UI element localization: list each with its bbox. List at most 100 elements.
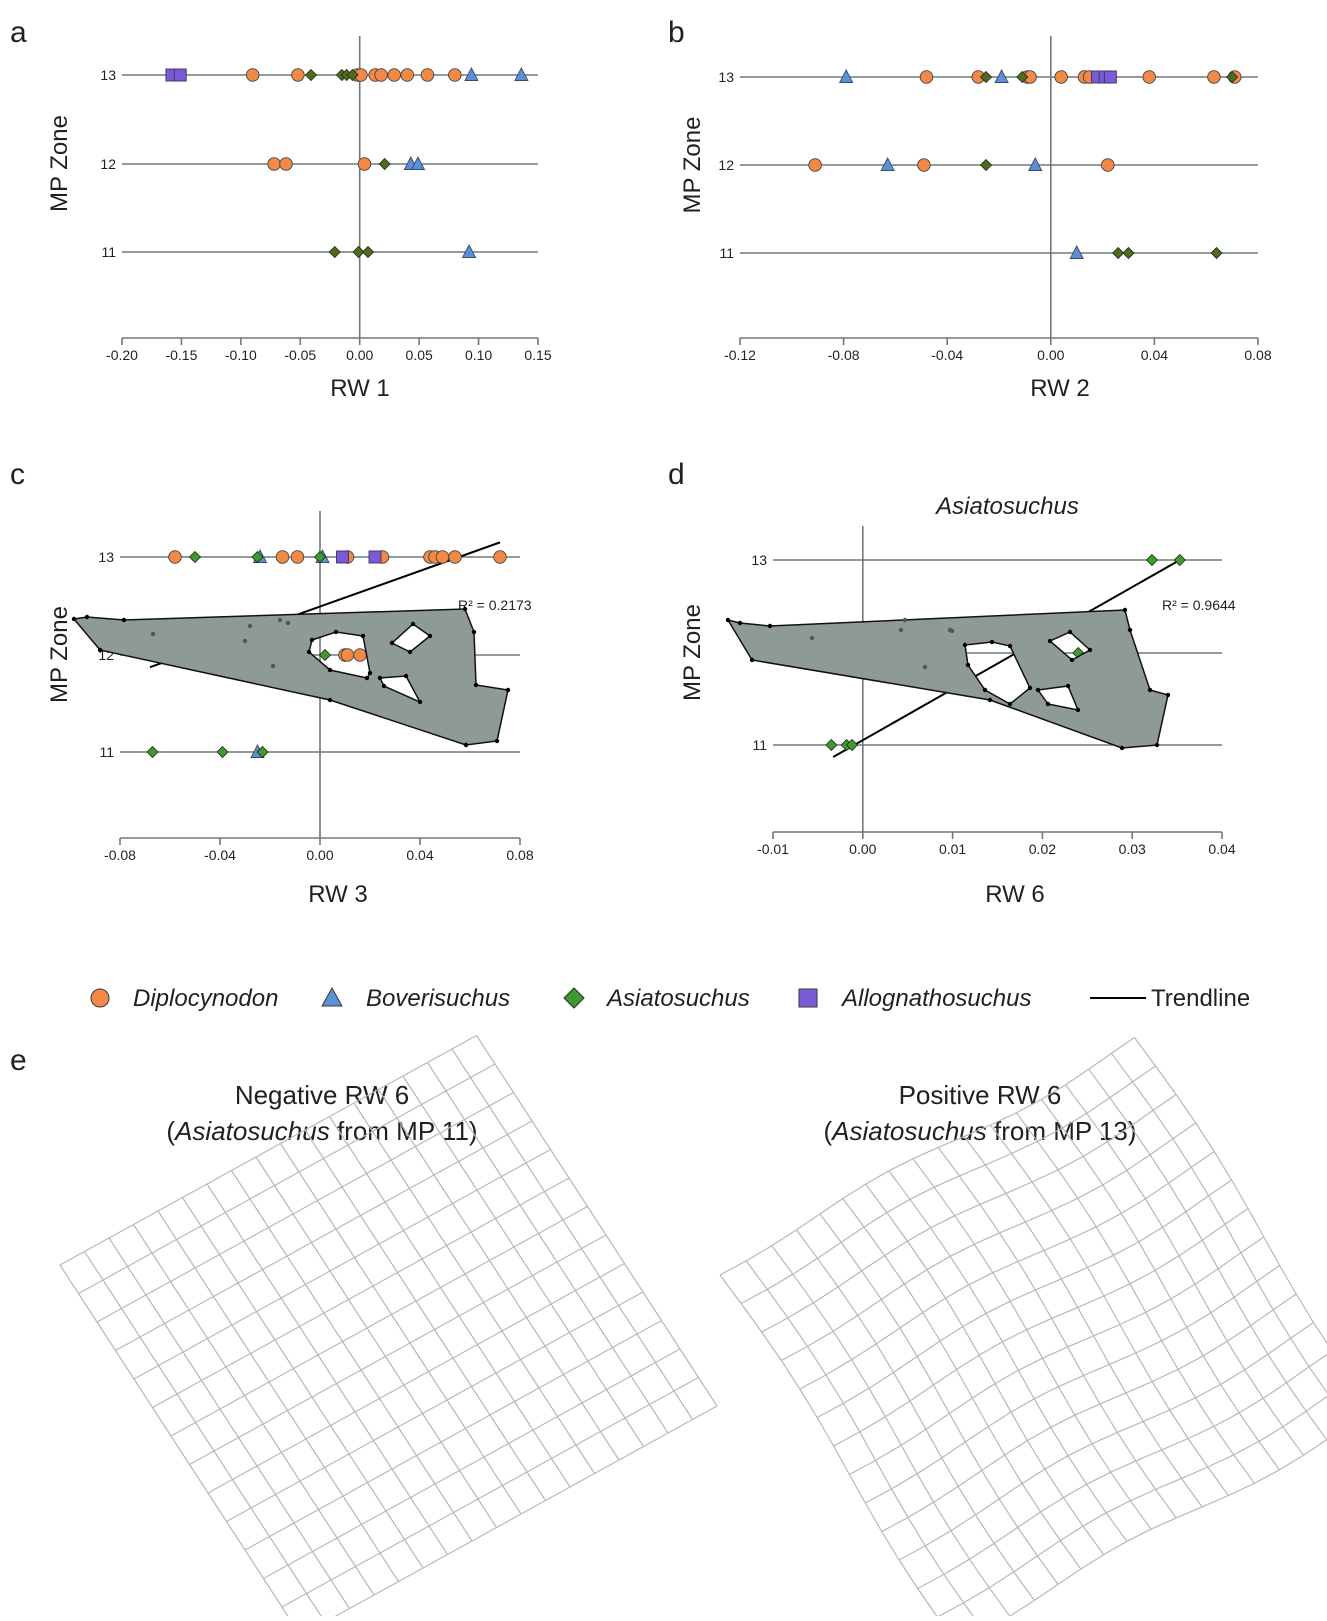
grid-line	[134, 1150, 551, 1380]
grid-line	[403, 1076, 644, 1447]
point-diplocynodon	[494, 551, 507, 564]
panel-letter-e: e	[10, 1044, 27, 1077]
landmark	[307, 650, 311, 654]
y-tick-label: 11	[752, 737, 767, 753]
grid-line	[772, 1246, 1010, 1616]
grid-line	[428, 1063, 669, 1434]
point-diplocynodon	[354, 649, 367, 662]
landmark	[411, 622, 415, 626]
landmark	[1028, 686, 1032, 690]
x-tick-label: 0.00	[306, 847, 333, 863]
x-axis-label: RW 1	[330, 375, 390, 402]
point-diplocynodon	[918, 159, 931, 172]
x-tick-label: 0.08	[1244, 347, 1271, 363]
legend-marker-allognathosuchus	[799, 989, 817, 1007]
landmark	[463, 607, 467, 611]
grid-line	[330, 1117, 571, 1488]
point-diplocynodon	[920, 71, 933, 84]
deformation-grid-positive	[720, 608, 1327, 1616]
landmark	[310, 638, 314, 642]
landmark	[990, 640, 994, 644]
landmark	[1046, 702, 1050, 706]
morph-negative-open-paren: (	[166, 1116, 175, 1146]
landmark	[506, 688, 510, 692]
semi-landmark	[923, 665, 927, 669]
grid-line	[171, 1207, 588, 1437]
landmark	[328, 668, 332, 672]
landmark	[1123, 608, 1127, 612]
x-axis-label: RW 6	[985, 881, 1045, 908]
semi-landmark	[243, 639, 247, 643]
landmark	[1128, 628, 1132, 632]
x-tick-label: 0.04	[1141, 347, 1168, 363]
landmark	[1068, 630, 1072, 634]
landmark	[474, 683, 478, 687]
landmark	[966, 663, 970, 667]
morph-positive-title: Positive RW 6	[899, 1080, 1062, 1110]
point-diplocynodon	[436, 551, 449, 564]
panel-letter-b: b	[668, 16, 685, 49]
morph-positive-genus: Asiatosuchus	[830, 1116, 987, 1146]
x-tick-label: -0.10	[225, 347, 257, 363]
grid-line	[720, 1275, 958, 1616]
landmark	[750, 658, 754, 662]
y-axis-label: MP Zone	[679, 604, 706, 701]
grid-line	[232, 1171, 473, 1542]
point-diplocynodon	[1208, 71, 1221, 84]
landmark	[495, 739, 499, 743]
y-axis-label: MP Zone	[46, 115, 73, 212]
semi-landmark	[286, 621, 290, 625]
x-tick-label: -0.04	[931, 347, 963, 363]
landmark	[72, 617, 76, 621]
grid-line	[301, 1406, 718, 1616]
point-asiatosuchus	[305, 70, 316, 81]
landmark	[428, 634, 432, 638]
landmark	[418, 700, 422, 704]
x-tick-label: -0.04	[204, 847, 236, 863]
landmark	[768, 624, 772, 628]
x-tick-label: 0.05	[406, 347, 433, 363]
point-diplocynodon	[280, 158, 293, 171]
x-tick-label: 0.04	[406, 847, 433, 863]
point-diplocynodon	[1055, 71, 1068, 84]
grid-line	[1134, 1038, 1327, 1409]
grid-line	[913, 1159, 1151, 1530]
landmark	[361, 634, 365, 638]
point-asiatosuchus	[190, 552, 201, 563]
x-tick-label: 0.08	[506, 847, 533, 863]
landmark	[988, 698, 992, 702]
grid-line	[158, 1211, 399, 1582]
semi-landmark	[899, 628, 903, 632]
y-axis-label: MP Zone	[679, 117, 706, 214]
landmark	[1008, 644, 1012, 648]
point-diplocynodon	[246, 69, 259, 82]
legend-label-trendline: Trendline	[1151, 985, 1250, 1012]
point-asiatosuchus	[1113, 248, 1124, 259]
point-asiatosuchus	[320, 650, 331, 661]
landmark	[1070, 658, 1074, 662]
x-tick-label: 0.02	[1029, 841, 1056, 857]
panel-letter-a: a	[10, 16, 27, 49]
landmark	[122, 618, 126, 622]
y-tick-label: 11	[101, 244, 116, 260]
grid-line	[256, 1157, 497, 1528]
x-axis-label: RW 3	[308, 881, 368, 908]
point-diplocynodon	[291, 551, 304, 564]
x-tick-label: 0.10	[465, 347, 492, 363]
grid-line	[865, 1266, 1279, 1504]
grid-line	[134, 1225, 375, 1596]
point-diplocynodon	[388, 69, 401, 82]
grid-line	[849, 1237, 1263, 1475]
x-tick-label: -0.08	[104, 847, 136, 863]
y-tick-label: 12	[100, 156, 116, 172]
landmark	[1166, 693, 1170, 697]
landmark	[1120, 746, 1124, 750]
y-axis-label: MP Zone	[46, 606, 73, 703]
landmark	[98, 648, 102, 652]
point-diplocynodon	[449, 69, 462, 82]
grid-line	[60, 1036, 477, 1266]
point-asiatosuchus	[217, 747, 228, 758]
grid-line	[305, 1130, 546, 1501]
landmark	[963, 643, 967, 647]
